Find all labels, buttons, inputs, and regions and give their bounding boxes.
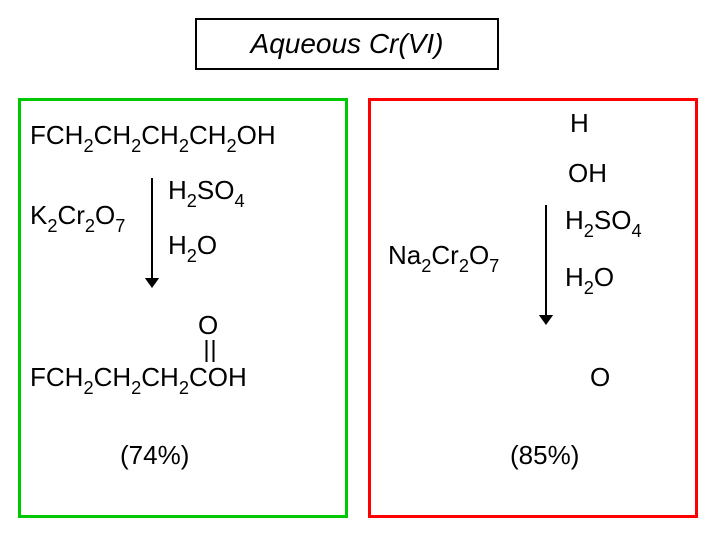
left-product: FCH2CH2CH2COH — [30, 362, 247, 397]
right-oh: OH — [568, 158, 607, 189]
right-oxo: O — [590, 362, 610, 393]
right-cond2: H2O — [565, 262, 614, 297]
left-arrow — [140, 178, 164, 288]
right-reagent1: Na2Cr2O7 — [388, 240, 499, 275]
left-dbond — [200, 340, 220, 362]
left-oxo: O — [198, 310, 218, 341]
left-reactant: FCH2CH2CH2CH2OH — [30, 120, 276, 155]
title-box: Aqueous Cr(VI) — [195, 18, 499, 70]
left-reagent1: K2Cr2O7 — [30, 200, 125, 235]
left-yield: (74%) — [120, 440, 189, 471]
left-cond1: H2SO4 — [168, 175, 245, 210]
title-text: Aqueous Cr(VI) — [251, 28, 444, 60]
left-cond2: H2O — [168, 230, 217, 265]
right-h: H — [570, 108, 589, 139]
right-arrow — [534, 205, 558, 325]
right-cond1: H2SO4 — [565, 205, 642, 240]
right-yield: (85%) — [510, 440, 579, 471]
